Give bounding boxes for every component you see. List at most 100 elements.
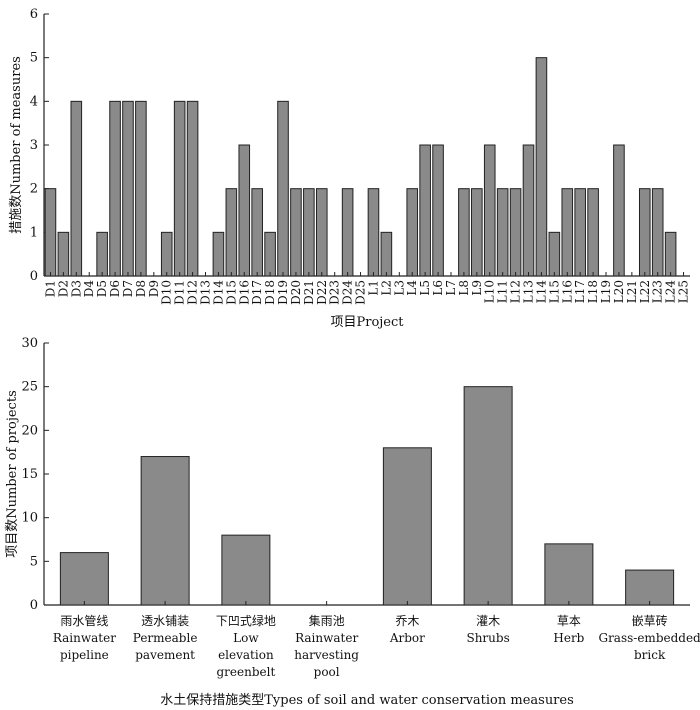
x-tick-label: D18 (263, 280, 277, 305)
category-label-en: brick (634, 648, 666, 662)
bar-L13 (522, 144, 535, 277)
x-tick-label: D9 (147, 280, 161, 297)
bar-D17 (251, 188, 263, 277)
x-tick-label: L3 (392, 280, 406, 296)
bar-L2 (380, 231, 393, 277)
y-tick-label: 5 (30, 554, 38, 569)
category-label-en: Arbor (389, 631, 425, 645)
x-tick-label: D7 (121, 280, 135, 297)
x-tick-label: L11 (496, 280, 510, 303)
bar-L17 (574, 188, 586, 277)
y-tick-label: 0 (30, 269, 38, 284)
x-tick-label: L17 (573, 280, 587, 303)
bar-category-1 (140, 456, 190, 606)
x-tick-label: L18 (586, 280, 600, 303)
category-label-en: Low (233, 631, 259, 645)
x-tick-label: D24 (341, 280, 355, 305)
bar-L20 (613, 144, 625, 277)
y-tick-label: 6 (30, 7, 38, 22)
y-tick-label: 25 (21, 380, 38, 395)
bar-L18 (587, 188, 599, 277)
bar-D11 (173, 100, 186, 277)
y-tick-label: 2 (30, 182, 38, 197)
bar-L14 (535, 57, 548, 277)
bar-L1 (367, 188, 380, 277)
x-tick-label: L20 (612, 280, 626, 303)
category-label-en: pipeline (60, 648, 109, 662)
x-tick-label: D14 (211, 280, 225, 305)
x-tick-label: L16 (560, 280, 574, 303)
chart-measures-per-project: 0 1 2 3 4 5 6 D1D2D3D4D5D6D7D8D9D10D11D12D13D14… (9, 7, 691, 330)
x-tick-label: L15 (547, 280, 561, 303)
x-tick-label: L9 (470, 280, 484, 296)
y-tick-label: 3 (30, 138, 38, 153)
x-tick-label: L25 (677, 280, 691, 303)
x-tick-label: L10 (483, 280, 497, 303)
bar-D20 (290, 188, 302, 277)
bar-D2 (57, 231, 70, 277)
x-tick-label: L19 (599, 280, 613, 303)
category-label-en: harvesting (294, 648, 359, 662)
bar-D16 (238, 144, 251, 277)
bar-D7 (122, 100, 134, 277)
x-tick-label: D22 (315, 280, 329, 305)
x-tick-label: D21 (302, 280, 316, 305)
x-tick-label: L13 (522, 280, 536, 303)
category-label-en: Rainwater (53, 631, 116, 645)
bar-category-2 (221, 534, 271, 606)
category-label-en: greenbelt (216, 665, 275, 679)
bar-category-0 (59, 552, 109, 606)
bar-D3 (70, 100, 83, 277)
x-tick-label: L22 (638, 280, 652, 303)
x-tick-label: D12 (186, 280, 200, 305)
category-label-zh: 雨水管线 (60, 613, 108, 628)
x-tick-label: D13 (199, 280, 213, 305)
bar-D14 (212, 231, 225, 277)
category-label-en: pool (314, 665, 340, 679)
x-tick-label: L7 (444, 280, 458, 296)
x-tick-label: D17 (250, 280, 264, 305)
bar-L10 (483, 144, 496, 277)
bar-category-4 (382, 447, 432, 606)
bar-D10 (160, 231, 173, 277)
y-axis-title: 措施数Number of measures (9, 56, 24, 234)
bar-D8 (135, 100, 147, 277)
bar-L15 (548, 231, 561, 277)
y-tick-label: 30 (21, 336, 38, 351)
x-tick-label: L23 (651, 280, 665, 303)
bar-D21 (303, 188, 315, 277)
category-label-zh: 透水铺装 (141, 614, 189, 628)
bar-L24 (664, 231, 677, 277)
x-tick-label: D5 (95, 280, 109, 297)
bar-category-7 (625, 569, 675, 606)
bar-D5 (96, 231, 108, 277)
category-label-zh: 灌木 (476, 614, 500, 628)
x-tick-label: D8 (134, 280, 148, 297)
x-tick-label: D1 (43, 280, 57, 297)
bar-L12 (509, 188, 522, 277)
x-tick-label: L5 (418, 280, 432, 296)
x-tick-label: L14 (534, 280, 548, 304)
y-tick-label: 5 (30, 51, 38, 66)
bar-D6 (109, 100, 121, 277)
x-tick-label: D23 (328, 280, 342, 305)
bar-L16 (561, 188, 574, 277)
x-tick-label: D15 (224, 280, 238, 305)
x-tick-label: D10 (160, 280, 174, 305)
bar-L22 (638, 188, 651, 277)
bar-D22 (315, 188, 328, 277)
category-label-en: Grass-embedded (598, 631, 700, 645)
x-tick-label: L2 (379, 280, 393, 296)
bar-L8 (458, 188, 470, 277)
bar-L5 (419, 144, 431, 277)
bar-D15 (225, 188, 238, 277)
bar-D1 (44, 188, 57, 277)
category-label-zh: 草本 (557, 614, 581, 628)
y-tick-label: 20 (21, 423, 38, 438)
x-tick-label: D19 (276, 280, 290, 305)
y-tick-label: 15 (21, 467, 38, 482)
category-label-zh: 嵌草砖 (632, 613, 668, 628)
bar-L23 (651, 188, 664, 277)
category-label-en: Permeable (133, 631, 198, 645)
